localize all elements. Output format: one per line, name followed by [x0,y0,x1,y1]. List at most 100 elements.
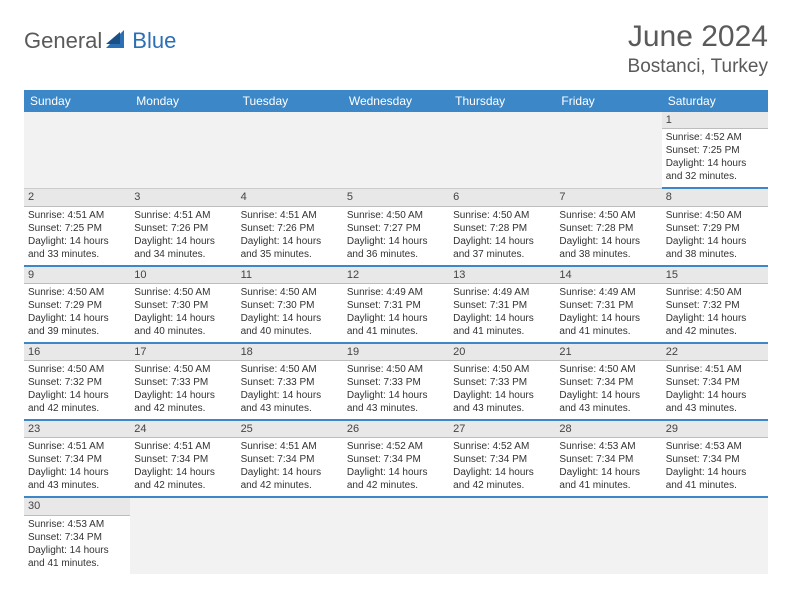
cell-daylight2: and 40 minutes. [134,325,232,338]
date-number: 19 [343,344,449,361]
date-number: 10 [130,267,236,284]
date-number: 1 [662,112,768,129]
cell-daylight2: and 41 minutes. [453,325,551,338]
cell-daylight1: Daylight: 14 hours [347,235,445,248]
calendar-cell: 21Sunrise: 4:50 AMSunset: 7:34 PMDayligh… [555,344,661,421]
cell-daylight1: Daylight: 14 hours [241,466,339,479]
calendar-cell: 11Sunrise: 4:50 AMSunset: 7:30 PMDayligh… [237,267,343,344]
cell-sunrise: Sunrise: 4:53 AM [28,518,126,531]
calendar-cell: 12Sunrise: 4:49 AMSunset: 7:31 PMDayligh… [343,267,449,344]
cell-sunset: Sunset: 7:30 PM [241,299,339,312]
day-header-sun: Sunday [24,90,130,112]
cell-sunset: Sunset: 7:34 PM [666,376,764,389]
cell-daylight1: Daylight: 14 hours [241,312,339,325]
date-number: 7 [555,189,661,206]
date-number: 25 [237,421,343,438]
cell-sunset: Sunset: 7:25 PM [666,144,764,157]
calendar-cell: 15Sunrise: 4:50 AMSunset: 7:32 PMDayligh… [662,267,768,344]
calendar-cell: 1Sunrise: 4:52 AMSunset: 7:25 PMDaylight… [662,112,768,189]
date-number: 26 [343,421,449,438]
date-number: 4 [237,189,343,206]
cell-sunrise: Sunrise: 4:49 AM [347,286,445,299]
cell-daylight2: and 36 minutes. [347,248,445,261]
cell-sunrise: Sunrise: 4:50 AM [347,209,445,222]
calendar-cell: 30Sunrise: 4:53 AMSunset: 7:34 PMDayligh… [24,498,130,573]
cell-daylight1: Daylight: 14 hours [559,466,657,479]
cell-sunrise: Sunrise: 4:49 AM [453,286,551,299]
cell-daylight2: and 42 minutes. [134,479,232,492]
cell-daylight1: Daylight: 14 hours [28,544,126,557]
cell-sunset: Sunset: 7:33 PM [347,376,445,389]
calendar-cell: 14Sunrise: 4:49 AMSunset: 7:31 PMDayligh… [555,267,661,344]
cell-daylight2: and 41 minutes. [347,325,445,338]
day-header-sat: Saturday [662,90,768,112]
calendar-cell: 2Sunrise: 4:51 AMSunset: 7:25 PMDaylight… [24,189,130,266]
cell-daylight2: and 42 minutes. [241,479,339,492]
calendar-cell-blank [555,498,661,573]
cell-daylight1: Daylight: 14 hours [453,389,551,402]
date-number: 14 [555,267,661,284]
cell-sunset: Sunset: 7:34 PM [666,453,764,466]
cell-daylight2: and 42 minutes. [666,325,764,338]
cell-daylight2: and 41 minutes. [559,479,657,492]
cell-daylight1: Daylight: 14 hours [347,312,445,325]
date-number: 9 [24,267,130,284]
calendar-cell: 4Sunrise: 4:51 AMSunset: 7:26 PMDaylight… [237,189,343,266]
calendar-cell: 13Sunrise: 4:49 AMSunset: 7:31 PMDayligh… [449,267,555,344]
cell-sunrise: Sunrise: 4:52 AM [666,131,764,144]
cell-daylight1: Daylight: 14 hours [134,235,232,248]
cell-sunrise: Sunrise: 4:50 AM [559,363,657,376]
cell-sunrise: Sunrise: 4:51 AM [28,209,126,222]
calendar-cell: 25Sunrise: 4:51 AMSunset: 7:34 PMDayligh… [237,421,343,498]
cell-sunrise: Sunrise: 4:53 AM [666,440,764,453]
logo-text-blue: Blue [132,28,176,54]
day-header-tue: Tuesday [237,90,343,112]
calendar-cell: 18Sunrise: 4:50 AMSunset: 7:33 PMDayligh… [237,344,343,421]
cell-daylight2: and 41 minutes. [559,325,657,338]
day-header-fri: Friday [555,90,661,112]
calendar-cell: 26Sunrise: 4:52 AMSunset: 7:34 PMDayligh… [343,421,449,498]
cell-daylight2: and 34 minutes. [134,248,232,261]
cell-sunset: Sunset: 7:34 PM [559,453,657,466]
calendar-cell: 23Sunrise: 4:51 AMSunset: 7:34 PMDayligh… [24,421,130,498]
calendar-cell: 6Sunrise: 4:50 AMSunset: 7:28 PMDaylight… [449,189,555,266]
cell-daylight1: Daylight: 14 hours [28,312,126,325]
cell-sunrise: Sunrise: 4:51 AM [28,440,126,453]
date-number: 30 [24,498,130,515]
date-number: 6 [449,189,555,206]
title-block: June 2024 Bostanci, Turkey [628,20,768,78]
calendar-cell-blank [343,112,449,189]
calendar-cell: 8Sunrise: 4:50 AMSunset: 7:29 PMDaylight… [662,189,768,266]
day-headers: Sunday Monday Tuesday Wednesday Thursday… [24,90,768,112]
date-number: 16 [24,344,130,361]
calendar-cell: 5Sunrise: 4:50 AMSunset: 7:27 PMDaylight… [343,189,449,266]
cell-sunrise: Sunrise: 4:50 AM [134,363,232,376]
calendar-cell: 27Sunrise: 4:52 AMSunset: 7:34 PMDayligh… [449,421,555,498]
cell-daylight1: Daylight: 14 hours [241,389,339,402]
calendar-cell-blank [449,112,555,189]
location: Bostanci, Turkey [628,56,768,78]
sail-icon [106,30,128,53]
calendar-cell-blank [130,112,236,189]
cell-sunset: Sunset: 7:34 PM [453,453,551,466]
cell-sunrise: Sunrise: 4:49 AM [559,286,657,299]
cell-sunrise: Sunrise: 4:50 AM [28,363,126,376]
calendar-cell-blank [449,498,555,573]
cell-daylight1: Daylight: 14 hours [453,235,551,248]
cell-daylight1: Daylight: 14 hours [559,389,657,402]
calendar-cell-blank [237,498,343,573]
cell-daylight2: and 42 minutes. [453,479,551,492]
cell-daylight2: and 42 minutes. [134,402,232,415]
cell-daylight1: Daylight: 14 hours [134,466,232,479]
calendar-cell: 20Sunrise: 4:50 AMSunset: 7:33 PMDayligh… [449,344,555,421]
cell-sunset: Sunset: 7:33 PM [453,376,551,389]
date-number: 13 [449,267,555,284]
cell-sunset: Sunset: 7:33 PM [241,376,339,389]
calendar-cell: 24Sunrise: 4:51 AMSunset: 7:34 PMDayligh… [130,421,236,498]
cell-daylight2: and 40 minutes. [241,325,339,338]
cell-daylight2: and 43 minutes. [559,402,657,415]
date-number: 18 [237,344,343,361]
cell-daylight1: Daylight: 14 hours [28,235,126,248]
cell-sunset: Sunset: 7:31 PM [559,299,657,312]
date-number: 2 [24,189,130,206]
